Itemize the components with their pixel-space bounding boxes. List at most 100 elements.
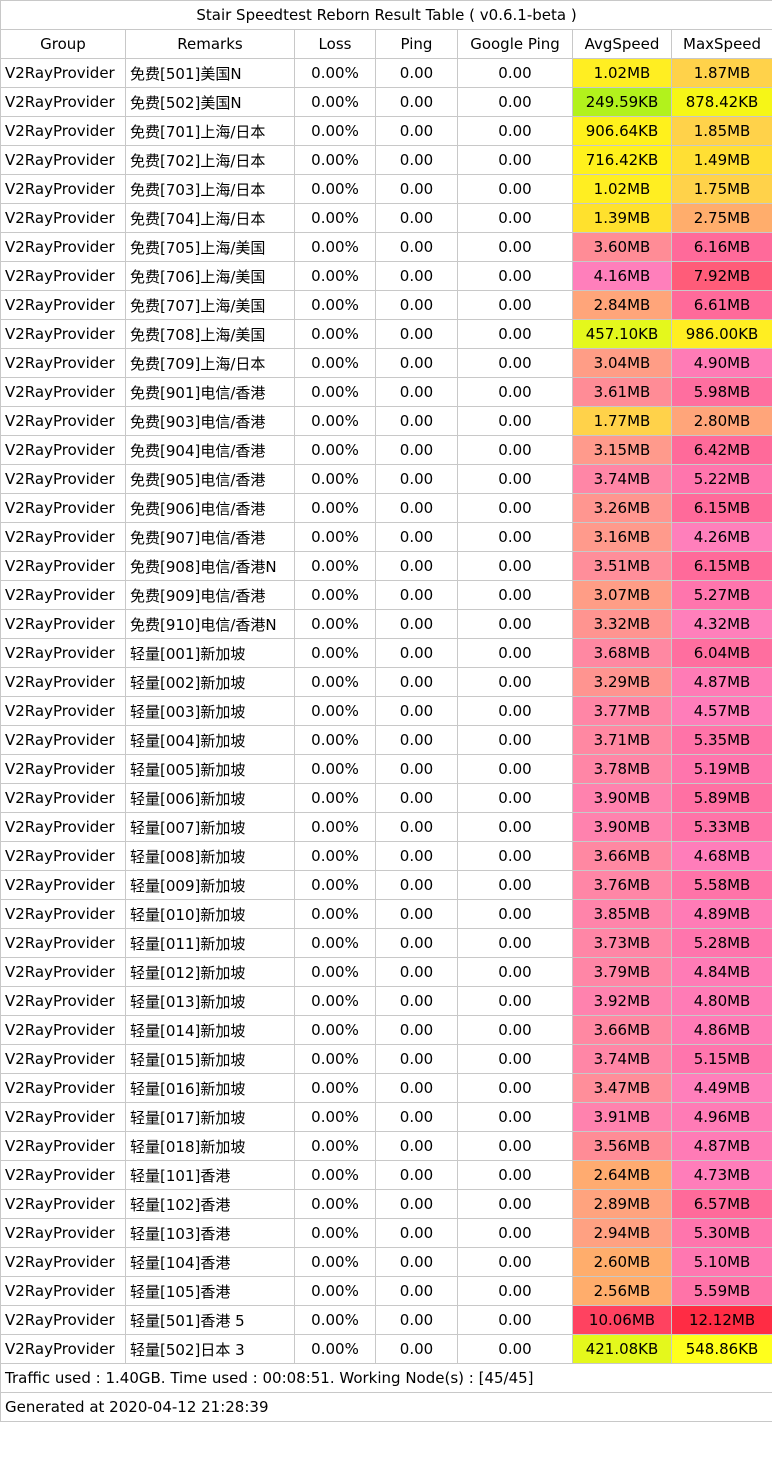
cell-avg-speed: 2.84MB bbox=[572, 290, 672, 320]
cell-remarks: 轻量[016]新加坡 bbox=[125, 1073, 295, 1103]
cell-avg-speed: 457.10KB bbox=[572, 319, 672, 349]
cell-ping: 0.00 bbox=[375, 1073, 458, 1103]
cell-ping: 0.00 bbox=[375, 725, 458, 755]
cell-ping: 0.00 bbox=[375, 232, 458, 262]
cell-remarks: 轻量[103]香港 bbox=[125, 1218, 295, 1248]
cell-google-ping: 0.00 bbox=[457, 812, 573, 842]
cell-ping: 0.00 bbox=[375, 870, 458, 900]
cell-max-speed: 1.49MB bbox=[670, 145, 772, 175]
cell-ping: 0.00 bbox=[375, 522, 458, 552]
table-row: V2RayProvider 免费[901]电信/香港 0.00% 0.00 0.00 3.… bbox=[0, 377, 772, 407]
cell-google-ping: 0.00 bbox=[457, 406, 573, 436]
cell-remarks: 轻量[002]新加坡 bbox=[125, 667, 295, 697]
table-row: V2RayProvider 免费[502]美国N 0.00% 0.00 0.00 249.… bbox=[0, 87, 772, 117]
cell-loss: 0.00% bbox=[294, 812, 376, 842]
cell-max-speed: 5.35MB bbox=[670, 725, 772, 755]
generated-row: Generated at 2020-04-12 21:28:39 bbox=[0, 1392, 772, 1422]
cell-loss: 0.00% bbox=[294, 290, 376, 320]
cell-max-speed: 2.75MB bbox=[670, 203, 772, 233]
header-group: Group bbox=[0, 29, 126, 59]
cell-max-speed: 5.19MB bbox=[670, 754, 772, 784]
table-row: V2RayProvider 免费[907]电信/香港 0.00% 0.00 0.00 3.… bbox=[0, 522, 772, 552]
cell-ping: 0.00 bbox=[375, 551, 458, 581]
cell-group: V2RayProvider bbox=[0, 812, 126, 842]
cell-max-speed: 4.57MB bbox=[670, 696, 772, 726]
cell-avg-speed: 3.68MB bbox=[572, 638, 672, 668]
cell-remarks: 免费[905]电信/香港 bbox=[125, 464, 295, 494]
cell-ping: 0.00 bbox=[375, 783, 458, 813]
cell-group: V2RayProvider bbox=[0, 377, 126, 407]
table-row: V2RayProvider 轻量[013]新加坡 0.00% 0.00 0.00 3.92… bbox=[0, 986, 772, 1016]
cell-avg-speed: 3.92MB bbox=[572, 986, 672, 1016]
cell-remarks: 轻量[003]新加坡 bbox=[125, 696, 295, 726]
cell-remarks: 轻量[005]新加坡 bbox=[125, 754, 295, 784]
cell-group: V2RayProvider bbox=[0, 957, 126, 987]
cell-google-ping: 0.00 bbox=[457, 464, 573, 494]
table-row: V2RayProvider 轻量[105]香港 0.00% 0.00 0.00 2.56M… bbox=[0, 1276, 772, 1306]
cell-remarks: 轻量[018]新加坡 bbox=[125, 1131, 295, 1161]
cell-loss: 0.00% bbox=[294, 1247, 376, 1277]
cell-loss: 0.00% bbox=[294, 203, 376, 233]
cell-loss: 0.00% bbox=[294, 696, 376, 726]
cell-remarks: 免费[908]电信/香港N bbox=[125, 551, 295, 581]
table-row: V2RayProvider 免费[704]上海/日本 0.00% 0.00 0.00 1.… bbox=[0, 203, 772, 233]
cell-loss: 0.00% bbox=[294, 1044, 376, 1074]
cell-remarks: 免费[501]美国N bbox=[125, 58, 295, 88]
cell-group: V2RayProvider bbox=[0, 319, 126, 349]
cell-ping: 0.00 bbox=[375, 58, 458, 88]
cell-max-speed: 1.75MB bbox=[670, 174, 772, 204]
cell-loss: 0.00% bbox=[294, 870, 376, 900]
cell-group: V2RayProvider bbox=[0, 1276, 126, 1306]
cell-loss: 0.00% bbox=[294, 928, 376, 958]
cell-avg-speed: 1.02MB bbox=[572, 174, 672, 204]
cell-ping: 0.00 bbox=[375, 261, 458, 291]
cell-avg-speed: 1.02MB bbox=[572, 58, 672, 88]
cell-loss: 0.00% bbox=[294, 899, 376, 929]
cell-google-ping: 0.00 bbox=[457, 580, 573, 610]
generated-timestamp: Generated at 2020-04-12 21:28:39 bbox=[0, 1392, 772, 1422]
cell-max-speed: 4.68MB bbox=[670, 841, 772, 871]
cell-loss: 0.00% bbox=[294, 522, 376, 552]
cell-ping: 0.00 bbox=[375, 638, 458, 668]
table-row: V2RayProvider 轻量[012]新加坡 0.00% 0.00 0.00 3.79… bbox=[0, 957, 772, 987]
cell-avg-speed: 3.78MB bbox=[572, 754, 672, 784]
header-google-ping: Google Ping bbox=[457, 29, 573, 59]
cell-group: V2RayProvider bbox=[0, 725, 126, 755]
table-title: Stair Speedtest Reborn Result Table ( v0… bbox=[0, 0, 772, 30]
table-row: V2RayProvider 免费[708]上海/美国 0.00% 0.00 0.00 45… bbox=[0, 319, 772, 349]
cell-google-ping: 0.00 bbox=[457, 551, 573, 581]
cell-avg-speed: 4.16MB bbox=[572, 261, 672, 291]
cell-google-ping: 0.00 bbox=[457, 116, 573, 146]
cell-google-ping: 0.00 bbox=[457, 493, 573, 523]
cell-google-ping: 0.00 bbox=[457, 986, 573, 1016]
cell-group: V2RayProvider bbox=[0, 1189, 126, 1219]
cell-google-ping: 0.00 bbox=[457, 261, 573, 291]
cell-remarks: 轻量[502]日本 3 bbox=[125, 1334, 295, 1364]
cell-group: V2RayProvider bbox=[0, 1305, 126, 1335]
cell-remarks: 轻量[102]香港 bbox=[125, 1189, 295, 1219]
cell-avg-speed: 3.60MB bbox=[572, 232, 672, 262]
cell-google-ping: 0.00 bbox=[457, 58, 573, 88]
cell-google-ping: 0.00 bbox=[457, 696, 573, 726]
cell-max-speed: 4.87MB bbox=[670, 667, 772, 697]
cell-google-ping: 0.00 bbox=[457, 1073, 573, 1103]
cell-group: V2RayProvider bbox=[0, 1015, 126, 1045]
cell-avg-speed: 3.47MB bbox=[572, 1073, 672, 1103]
cell-max-speed: 4.84MB bbox=[670, 957, 772, 987]
cell-group: V2RayProvider bbox=[0, 609, 126, 639]
cell-avg-speed: 3.61MB bbox=[572, 377, 672, 407]
cell-ping: 0.00 bbox=[375, 580, 458, 610]
cell-remarks: 轻量[010]新加坡 bbox=[125, 899, 295, 929]
cell-google-ping: 0.00 bbox=[457, 203, 573, 233]
cell-avg-speed: 3.74MB bbox=[572, 464, 672, 494]
cell-avg-speed: 421.08KB bbox=[572, 1334, 672, 1364]
cell-max-speed: 1.85MB bbox=[670, 116, 772, 146]
cell-remarks: 轻量[011]新加坡 bbox=[125, 928, 295, 958]
cell-max-speed: 6.15MB bbox=[670, 493, 772, 523]
cell-group: V2RayProvider bbox=[0, 551, 126, 581]
cell-ping: 0.00 bbox=[375, 1334, 458, 1364]
cell-max-speed: 5.30MB bbox=[670, 1218, 772, 1248]
cell-google-ping: 0.00 bbox=[457, 754, 573, 784]
cell-ping: 0.00 bbox=[375, 899, 458, 929]
cell-ping: 0.00 bbox=[375, 1160, 458, 1190]
